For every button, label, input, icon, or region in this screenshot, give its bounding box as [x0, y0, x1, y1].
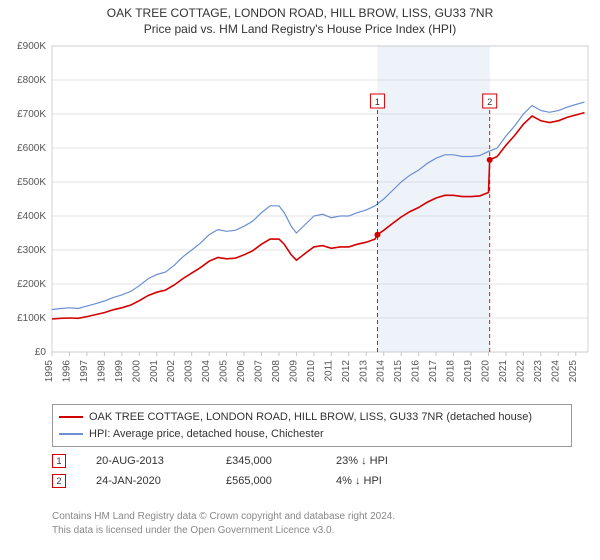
marker-badge: 1: [52, 454, 66, 468]
marker-price: £345,000: [226, 455, 306, 467]
sale-marker-table: 1 20-AUG-2013 £345,000 23% ↓ HPI 2 24-JAN-202…: [52, 448, 572, 488]
marker-delta: 23% ↓ HPI: [336, 455, 426, 467]
svg-text:2006: 2006: [236, 360, 247, 383]
svg-text:2015: 2015: [393, 360, 404, 383]
svg-text:£100K: £100K: [17, 313, 46, 324]
svg-text:2021: 2021: [498, 360, 509, 383]
chart-title-line2: Price paid vs. HM Land Registry's House …: [0, 22, 600, 36]
svg-text:2012: 2012: [341, 360, 352, 383]
svg-text:£300K: £300K: [17, 245, 46, 256]
svg-text:1: 1: [375, 97, 380, 107]
svg-text:2020: 2020: [480, 360, 491, 383]
legend-swatch: [59, 433, 83, 435]
svg-text:£800K: £800K: [17, 75, 46, 86]
svg-text:2017: 2017: [428, 360, 439, 383]
svg-text:1997: 1997: [79, 360, 90, 383]
svg-text:2003: 2003: [184, 360, 195, 383]
marker-badge: 2: [52, 474, 66, 488]
svg-text:2004: 2004: [201, 360, 212, 383]
svg-text:1996: 1996: [61, 360, 72, 383]
footer-line1: Contains HM Land Registry data © Crown c…: [52, 510, 395, 524]
svg-text:2018: 2018: [446, 360, 457, 383]
chart-svg: £0 £100K £200K £300K £400K £500K £600K £700K £80…: [0, 42, 600, 398]
svg-text:2013: 2013: [358, 360, 369, 383]
svg-text:1999: 1999: [114, 360, 125, 383]
svg-text:1998: 1998: [96, 360, 107, 383]
svg-text:2025: 2025: [568, 360, 579, 383]
chart-title-line1: OAK TREE COTTAGE, LONDON ROAD, HILL BROW…: [0, 6, 600, 20]
svg-text:2000: 2000: [131, 360, 142, 383]
footer-line2: This data is licensed under the Open Gov…: [52, 524, 395, 538]
svg-text:2010: 2010: [306, 360, 317, 383]
svg-text:2008: 2008: [271, 360, 282, 383]
svg-text:2023: 2023: [533, 360, 544, 383]
svg-text:2002: 2002: [166, 360, 177, 383]
legend-label: HPI: Average price, detached house, Chic…: [89, 426, 324, 443]
marker-date: 24-JAN-2020: [96, 475, 196, 487]
svg-text:2016: 2016: [411, 360, 422, 383]
marker-date: 20-AUG-2013: [96, 455, 196, 467]
marker-price: £565,000: [226, 475, 306, 487]
svg-text:£600K: £600K: [17, 143, 46, 154]
svg-text:2011: 2011: [323, 360, 334, 382]
svg-text:£700K: £700K: [17, 109, 46, 120]
legend-row: OAK TREE COTTAGE, LONDON ROAD, HILL BROW…: [59, 409, 565, 426]
svg-text:2022: 2022: [515, 360, 526, 383]
svg-text:£0: £0: [35, 347, 47, 358]
legend-label: OAK TREE COTTAGE, LONDON ROAD, HILL BROW…: [89, 409, 532, 426]
svg-text:2019: 2019: [463, 360, 474, 383]
svg-text:£200K: £200K: [17, 279, 46, 290]
footer-attribution: Contains HM Land Registry data © Crown c…: [52, 510, 395, 538]
legend-row: HPI: Average price, detached house, Chic…: [59, 426, 565, 443]
svg-text:2005: 2005: [219, 360, 230, 383]
svg-text:£900K: £900K: [17, 42, 46, 52]
svg-text:1995: 1995: [44, 360, 55, 383]
svg-text:2009: 2009: [288, 360, 299, 383]
marker-delta: 4% ↓ HPI: [336, 475, 426, 487]
svg-text:2024: 2024: [550, 360, 561, 383]
marker-row: 2 24-JAN-2020 £565,000 4% ↓ HPI: [52, 474, 572, 488]
legend: OAK TREE COTTAGE, LONDON ROAD, HILL BROW…: [52, 404, 572, 447]
svg-text:2001: 2001: [149, 360, 160, 383]
svg-text:2: 2: [487, 97, 492, 107]
legend-swatch: [59, 416, 83, 418]
svg-text:2007: 2007: [254, 360, 265, 383]
svg-text:£500K: £500K: [17, 177, 46, 188]
svg-text:£400K: £400K: [17, 211, 46, 222]
price-chart: £0 £100K £200K £300K £400K £500K £600K £700K £80…: [0, 42, 600, 398]
svg-text:2014: 2014: [376, 360, 387, 383]
marker-row: 1 20-AUG-2013 £345,000 23% ↓ HPI: [52, 454, 572, 468]
